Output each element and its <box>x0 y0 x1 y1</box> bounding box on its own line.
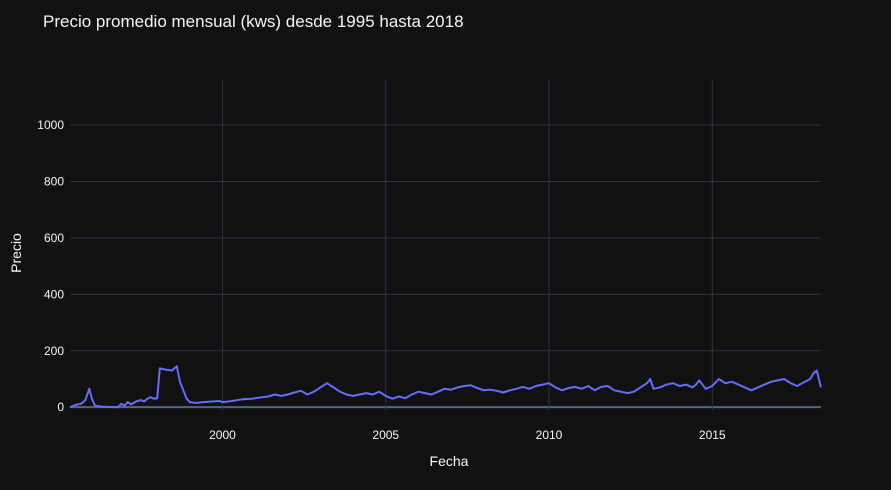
x-tick-label: 2010 <box>536 428 563 442</box>
series-layer <box>69 365 822 409</box>
series-line <box>69 365 822 409</box>
y-tick-label: 0 <box>57 400 64 414</box>
x-tick-label: 2015 <box>699 428 726 442</box>
y-tick-label: 1000 <box>37 118 64 132</box>
y-tick-label: 800 <box>44 175 64 189</box>
x-tick-label: 2000 <box>209 428 236 442</box>
y-tick-label: 400 <box>44 287 64 301</box>
y-tick-label: 200 <box>44 344 64 358</box>
tick-labels: 0 200 400 600 800 1000 2000 2005 2010 2015 <box>37 118 726 442</box>
x-tick-label: 2005 <box>372 428 399 442</box>
y-tick-label: 600 <box>44 231 64 245</box>
grid-lines <box>70 80 821 410</box>
y-axis-title: Precio <box>8 233 24 273</box>
chart-title: Precio promedio mensual (kws) desde 1995… <box>43 12 464 31</box>
x-axis-title: Fecha <box>430 453 469 469</box>
